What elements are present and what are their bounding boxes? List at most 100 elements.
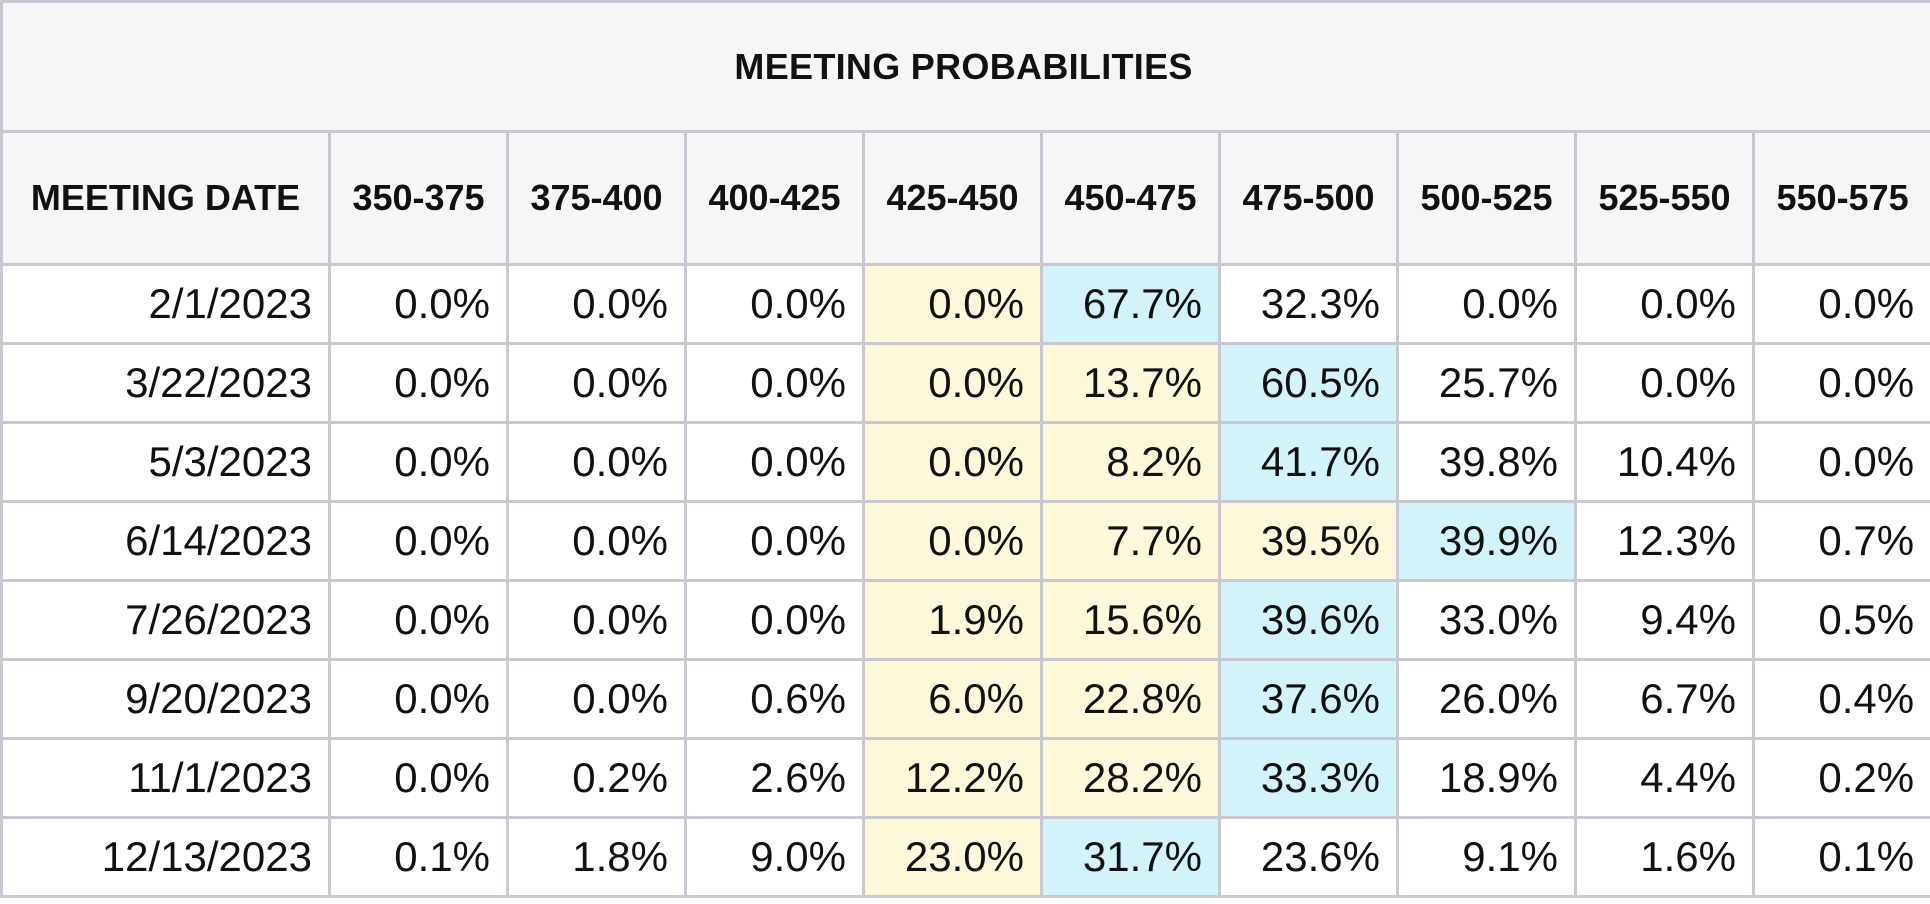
probability-cell: 9.1% bbox=[1396, 816, 1577, 898]
table-title: MEETING PROBABILITIES bbox=[0, 0, 1930, 133]
column-header-rate: 425-450 bbox=[862, 130, 1043, 266]
probability-cell: 15.6% bbox=[1040, 579, 1221, 661]
meeting-date-cell: 6/14/2023 bbox=[0, 500, 331, 582]
table-title-row: MEETING PROBABILITIES bbox=[0, 0, 1930, 133]
probability-cell: 0.0% bbox=[1751, 342, 1930, 424]
probability-cell: 0.0% bbox=[684, 579, 865, 661]
probability-cell: 0.0% bbox=[328, 342, 509, 424]
probability-cell: 0.4% bbox=[1751, 658, 1930, 740]
probability-cell: 0.2% bbox=[1751, 737, 1930, 819]
meeting-date-cell: 12/13/2023 bbox=[0, 816, 331, 898]
column-header-rate: 350-375 bbox=[328, 130, 509, 266]
probability-cell: 32.3% bbox=[1218, 263, 1399, 345]
probability-cell: 0.0% bbox=[328, 500, 509, 582]
probability-cell: 0.0% bbox=[506, 263, 687, 345]
meeting-date-cell: 9/20/2023 bbox=[0, 658, 331, 740]
probability-cell: 9.4% bbox=[1574, 579, 1755, 661]
probability-cell: 0.0% bbox=[862, 500, 1043, 582]
probability-cell: 37.6% bbox=[1218, 658, 1399, 740]
probability-cell: 13.7% bbox=[1040, 342, 1221, 424]
probability-cell: 0.0% bbox=[328, 579, 509, 661]
probability-cell: 12.3% bbox=[1574, 500, 1755, 582]
probability-cell: 0.6% bbox=[684, 658, 865, 740]
probability-cell: 1.9% bbox=[862, 579, 1043, 661]
probability-cell: 0.7% bbox=[1751, 500, 1930, 582]
probability-cell: 0.0% bbox=[506, 500, 687, 582]
probability-cell: 6.7% bbox=[1574, 658, 1755, 740]
probability-cell: 0.0% bbox=[1751, 421, 1930, 503]
probability-cell: 0.0% bbox=[328, 737, 509, 819]
probability-cell: 0.0% bbox=[328, 658, 509, 740]
column-header-rate: 375-400 bbox=[506, 130, 687, 266]
table-row: 11/1/2023 0.0% 0.2% 2.6% 12.2% 28.2% 33.3% 18.9… bbox=[0, 737, 1930, 819]
probability-cell: 0.0% bbox=[1574, 263, 1755, 345]
probability-cell: 60.5% bbox=[1218, 342, 1399, 424]
probability-cell: 0.2% bbox=[506, 737, 687, 819]
probability-cell: 39.9% bbox=[1396, 500, 1577, 582]
probability-cell: 18.9% bbox=[1396, 737, 1577, 819]
table-row: 12/13/2023 0.1% 1.8% 9.0% 23.0% 31.7% 23.6% 9.1… bbox=[0, 816, 1930, 898]
probability-cell: 0.1% bbox=[1751, 816, 1930, 898]
probability-cell: 23.6% bbox=[1218, 816, 1399, 898]
probability-cell: 0.1% bbox=[328, 816, 509, 898]
probability-cell: 23.0% bbox=[862, 816, 1043, 898]
column-header-rate: 525-550 bbox=[1574, 130, 1755, 266]
table-row: 6/14/2023 0.0% 0.0% 0.0% 0.0% 7.7% 39.5% 39.9% 1… bbox=[0, 500, 1930, 582]
probability-cell: 22.8% bbox=[1040, 658, 1221, 740]
probability-cell: 0.5% bbox=[1751, 579, 1930, 661]
probability-cell: 1.6% bbox=[1574, 816, 1755, 898]
probability-cell: 0.0% bbox=[506, 342, 687, 424]
probability-cell: 0.0% bbox=[1574, 342, 1755, 424]
probability-cell: 41.7% bbox=[1218, 421, 1399, 503]
table-row: 2/1/2023 0.0% 0.0% 0.0% 0.0% 67.7% 32.3% 0.0% 0.… bbox=[0, 263, 1930, 345]
probability-cell: 10.4% bbox=[1574, 421, 1755, 503]
probability-cell: 0.0% bbox=[862, 421, 1043, 503]
column-header-rate: 400-425 bbox=[684, 130, 865, 266]
column-header-meeting-date: MEETING DATE bbox=[0, 130, 331, 266]
probability-cell: 0.0% bbox=[862, 263, 1043, 345]
probability-cell: 0.0% bbox=[1396, 263, 1577, 345]
probability-cell: 33.0% bbox=[1396, 579, 1577, 661]
probability-cell: 31.7% bbox=[1040, 816, 1221, 898]
probability-cell: 33.3% bbox=[1218, 737, 1399, 819]
probability-cell: 0.0% bbox=[328, 421, 509, 503]
meeting-date-cell: 11/1/2023 bbox=[0, 737, 331, 819]
table-row: 3/22/2023 0.0% 0.0% 0.0% 0.0% 13.7% 60.5% 25.7%… bbox=[0, 342, 1930, 424]
probability-cell: 9.0% bbox=[684, 816, 865, 898]
column-header-rate: 550-575 bbox=[1751, 130, 1930, 266]
probability-cell: 39.6% bbox=[1218, 579, 1399, 661]
probability-cell: 0.0% bbox=[684, 342, 865, 424]
meeting-date-cell: 5/3/2023 bbox=[0, 421, 331, 503]
meeting-date-cell: 2/1/2023 bbox=[0, 263, 331, 345]
column-header-rate: 475-500 bbox=[1218, 130, 1399, 266]
probability-cell: 7.7% bbox=[1040, 500, 1221, 582]
probability-cell: 0.0% bbox=[328, 263, 509, 345]
probability-cell: 0.0% bbox=[506, 421, 687, 503]
probability-cell: 0.0% bbox=[684, 421, 865, 503]
probability-cell: 0.0% bbox=[506, 579, 687, 661]
probability-cell: 25.7% bbox=[1396, 342, 1577, 424]
probability-cell: 39.8% bbox=[1396, 421, 1577, 503]
probability-cell: 8.2% bbox=[1040, 421, 1221, 503]
table-row: 9/20/2023 0.0% 0.0% 0.6% 6.0% 22.8% 37.6% 26.0%… bbox=[0, 658, 1930, 740]
table-header-row: MEETING DATE 350-375 375-400 400-425 425… bbox=[0, 130, 1930, 266]
probability-cell: 67.7% bbox=[1040, 263, 1221, 345]
meeting-date-cell: 3/22/2023 bbox=[0, 342, 331, 424]
probability-cell: 39.5% bbox=[1218, 500, 1399, 582]
probability-cell: 12.2% bbox=[862, 737, 1043, 819]
probability-cell: 0.0% bbox=[684, 263, 865, 345]
meeting-date-cell: 7/26/2023 bbox=[0, 579, 331, 661]
probability-cell: 28.2% bbox=[1040, 737, 1221, 819]
table-body: 2/1/2023 0.0% 0.0% 0.0% 0.0% 67.7% 32.3% 0.0% 0.… bbox=[0, 263, 1930, 898]
table-row: 5/3/2023 0.0% 0.0% 0.0% 0.0% 8.2% 41.7% 39.8% 10… bbox=[0, 421, 1930, 503]
probability-cell: 6.0% bbox=[862, 658, 1043, 740]
probability-cell: 0.0% bbox=[1751, 263, 1930, 345]
column-header-rate: 500-525 bbox=[1396, 130, 1577, 266]
probability-cell: 26.0% bbox=[1396, 658, 1577, 740]
probability-cell: 0.0% bbox=[506, 658, 687, 740]
table-row: 7/26/2023 0.0% 0.0% 0.0% 1.9% 15.6% 39.6% 33.0%… bbox=[0, 579, 1930, 661]
probability-cell: 2.6% bbox=[684, 737, 865, 819]
probability-cell: 1.8% bbox=[506, 816, 687, 898]
